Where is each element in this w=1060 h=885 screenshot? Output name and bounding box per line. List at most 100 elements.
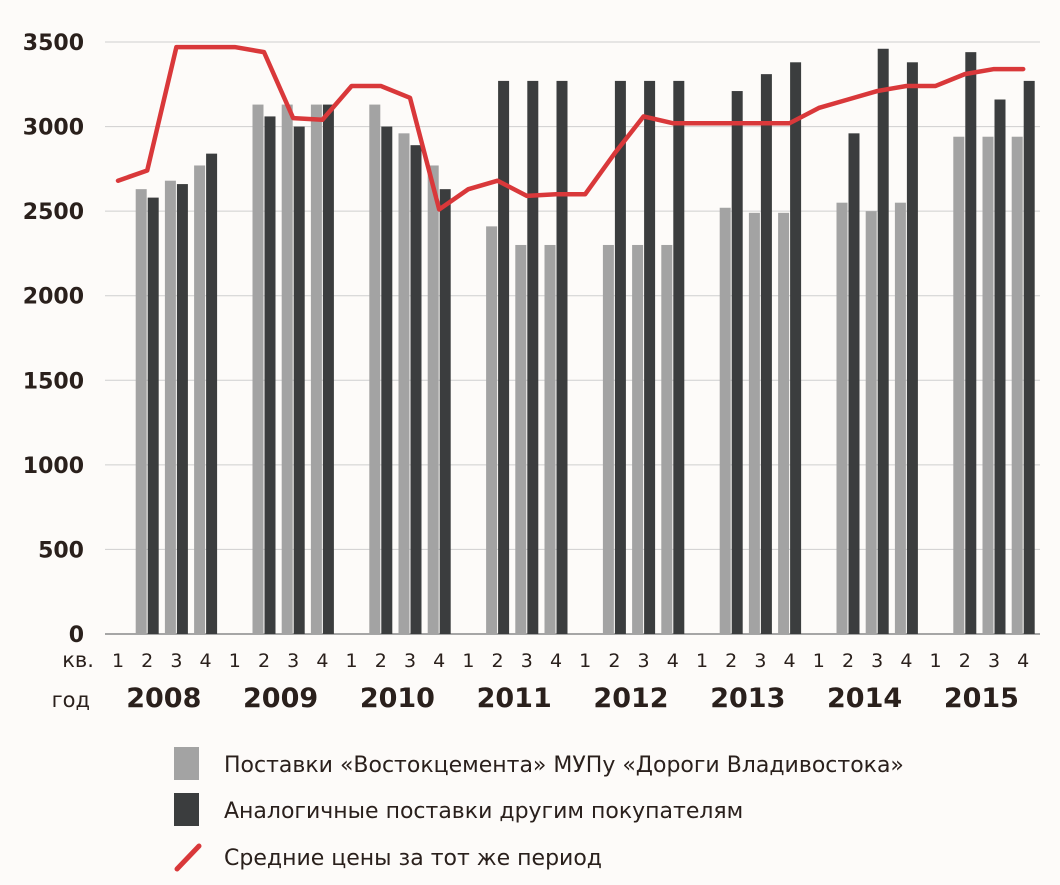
quarter-tick-label: 2 xyxy=(141,650,153,672)
y-axis-ticks: 0 500 1000 1500 2000 2500 3000 3500 xyxy=(23,31,84,648)
bar-other-buyers xyxy=(206,153,218,635)
year-label: 2013 xyxy=(710,683,785,714)
quarter-tick-label: 4 xyxy=(667,650,679,672)
quarter-tick-label: 2 xyxy=(375,650,387,672)
legend-label: Аналогичные поставки другим покупателям xyxy=(224,799,743,824)
bar-vostokcement xyxy=(515,244,527,634)
quarter-tick-label: 4 xyxy=(900,650,912,672)
year-label: 2012 xyxy=(593,683,668,714)
bar-vostokcement xyxy=(661,244,673,634)
bar-other-buyers xyxy=(410,145,422,635)
quarter-tick-label: 2 xyxy=(959,650,971,672)
bar-other-buyers xyxy=(673,80,685,635)
quarter-tick-label: 4 xyxy=(316,650,328,672)
quarter-tick-label: 1 xyxy=(696,650,708,672)
bar-vostokcement xyxy=(194,165,206,634)
bar-vostokcement xyxy=(486,226,498,634)
bar-vostokcement xyxy=(427,165,439,634)
bar-other-buyers xyxy=(614,80,626,635)
legend: Поставки «Востокцемента» МУПу «Дороги Вл… xyxy=(174,747,904,872)
bar-vostokcement xyxy=(281,104,293,634)
legend-swatch-other-buyers xyxy=(174,793,199,826)
bar-other-buyers xyxy=(848,133,860,634)
bar-vostokcement xyxy=(602,244,614,634)
quarter-tick-label: 1 xyxy=(229,650,241,672)
bar-other-buyers xyxy=(527,80,539,635)
year-label: 2010 xyxy=(360,683,435,714)
quarter-tick-label: 3 xyxy=(871,650,883,672)
quarter-tick-label: 3 xyxy=(170,650,182,672)
quarter-tick-label: 4 xyxy=(200,650,212,672)
bar-vostokcement xyxy=(398,133,410,634)
bar-vostokcement xyxy=(719,207,731,634)
quarter-tick-label: 4 xyxy=(1017,650,1029,672)
bar-other-buyers xyxy=(1023,80,1035,635)
quarter-tick-label: 4 xyxy=(550,650,562,672)
quarter-tick-label: 3 xyxy=(404,650,416,672)
bar-vostokcement xyxy=(252,104,264,634)
quarter-tick-label: 1 xyxy=(346,650,358,672)
bar-other-buyers xyxy=(556,80,568,635)
legend-swatch-vostokcement xyxy=(174,747,199,780)
bar-vostokcement xyxy=(369,104,381,634)
quarter-tick-label: 2 xyxy=(842,650,854,672)
year-row-label: год xyxy=(52,688,90,712)
bar-vostokcement xyxy=(1011,136,1023,634)
legend-label: Поставки «Востокцемента» МУПу «Дороги Вл… xyxy=(224,753,904,778)
bar-vostokcement xyxy=(953,136,965,634)
quarter-tick-label: 1 xyxy=(462,650,474,672)
y-tick-label: 0 xyxy=(69,623,84,648)
bar-other-buyers xyxy=(877,48,889,635)
bar-other-buyers xyxy=(439,189,451,634)
average-price-line xyxy=(115,44,1026,212)
year-label: 2014 xyxy=(827,683,902,714)
quarter-tick-label: 3 xyxy=(521,650,533,672)
quarter-tick-label: 2 xyxy=(258,650,270,672)
bar-vostokcement xyxy=(894,202,906,634)
bar-other-buyers xyxy=(644,80,656,635)
bar-other-buyers xyxy=(147,197,159,634)
bar-vostokcement xyxy=(865,211,877,634)
y-tick-label: 2500 xyxy=(23,200,84,225)
bar-other-buyers xyxy=(906,62,918,635)
bar-vostokcement xyxy=(135,189,147,634)
bar-vostokcement xyxy=(310,104,322,634)
quarter-tick-label: 4 xyxy=(784,650,796,672)
price-line xyxy=(115,44,1026,212)
quarter-tick-label: 3 xyxy=(754,650,766,672)
y-tick-label: 1500 xyxy=(23,369,84,394)
bar-other-buyers xyxy=(994,99,1006,635)
quarter-tick-label: 4 xyxy=(433,650,445,672)
year-label: 2015 xyxy=(944,683,1019,714)
y-tick-label: 500 xyxy=(38,538,84,563)
bar-other-buyers xyxy=(264,116,276,635)
bar-other-buyers xyxy=(731,91,743,634)
legend-swatch-average-price xyxy=(174,843,202,872)
bar-vostokcement xyxy=(164,180,176,634)
quarter-tick-label: 2 xyxy=(725,650,737,672)
bar-other-buyers xyxy=(176,184,188,634)
bar-other-buyers xyxy=(293,126,305,635)
quarter-tick-label: 1 xyxy=(930,650,942,672)
bar-vostokcement xyxy=(544,244,556,634)
quarter-tick-label: 3 xyxy=(638,650,650,672)
bar-other-buyers xyxy=(322,104,334,634)
y-tick-label: 2000 xyxy=(23,285,84,310)
y-tick-label: 3000 xyxy=(23,116,84,141)
bars xyxy=(135,48,1035,635)
quarter-tick-label: 1 xyxy=(813,650,825,672)
quarter-tick-label: 2 xyxy=(608,650,620,672)
year-label: 2011 xyxy=(477,683,552,714)
y-tick-label: 1000 xyxy=(23,454,84,479)
quarter-tick-label: 3 xyxy=(287,650,299,672)
quarter-tick-label: 1 xyxy=(112,650,124,672)
bar-other-buyers xyxy=(760,74,772,634)
legend-label: Средние цены за тот же период xyxy=(224,846,602,871)
quarter-tick-label: 1 xyxy=(579,650,591,672)
bar-vostokcement xyxy=(836,202,848,634)
bar-other-buyers xyxy=(790,62,802,635)
bar-vostokcement xyxy=(748,212,760,634)
bar-other-buyers xyxy=(381,126,393,635)
